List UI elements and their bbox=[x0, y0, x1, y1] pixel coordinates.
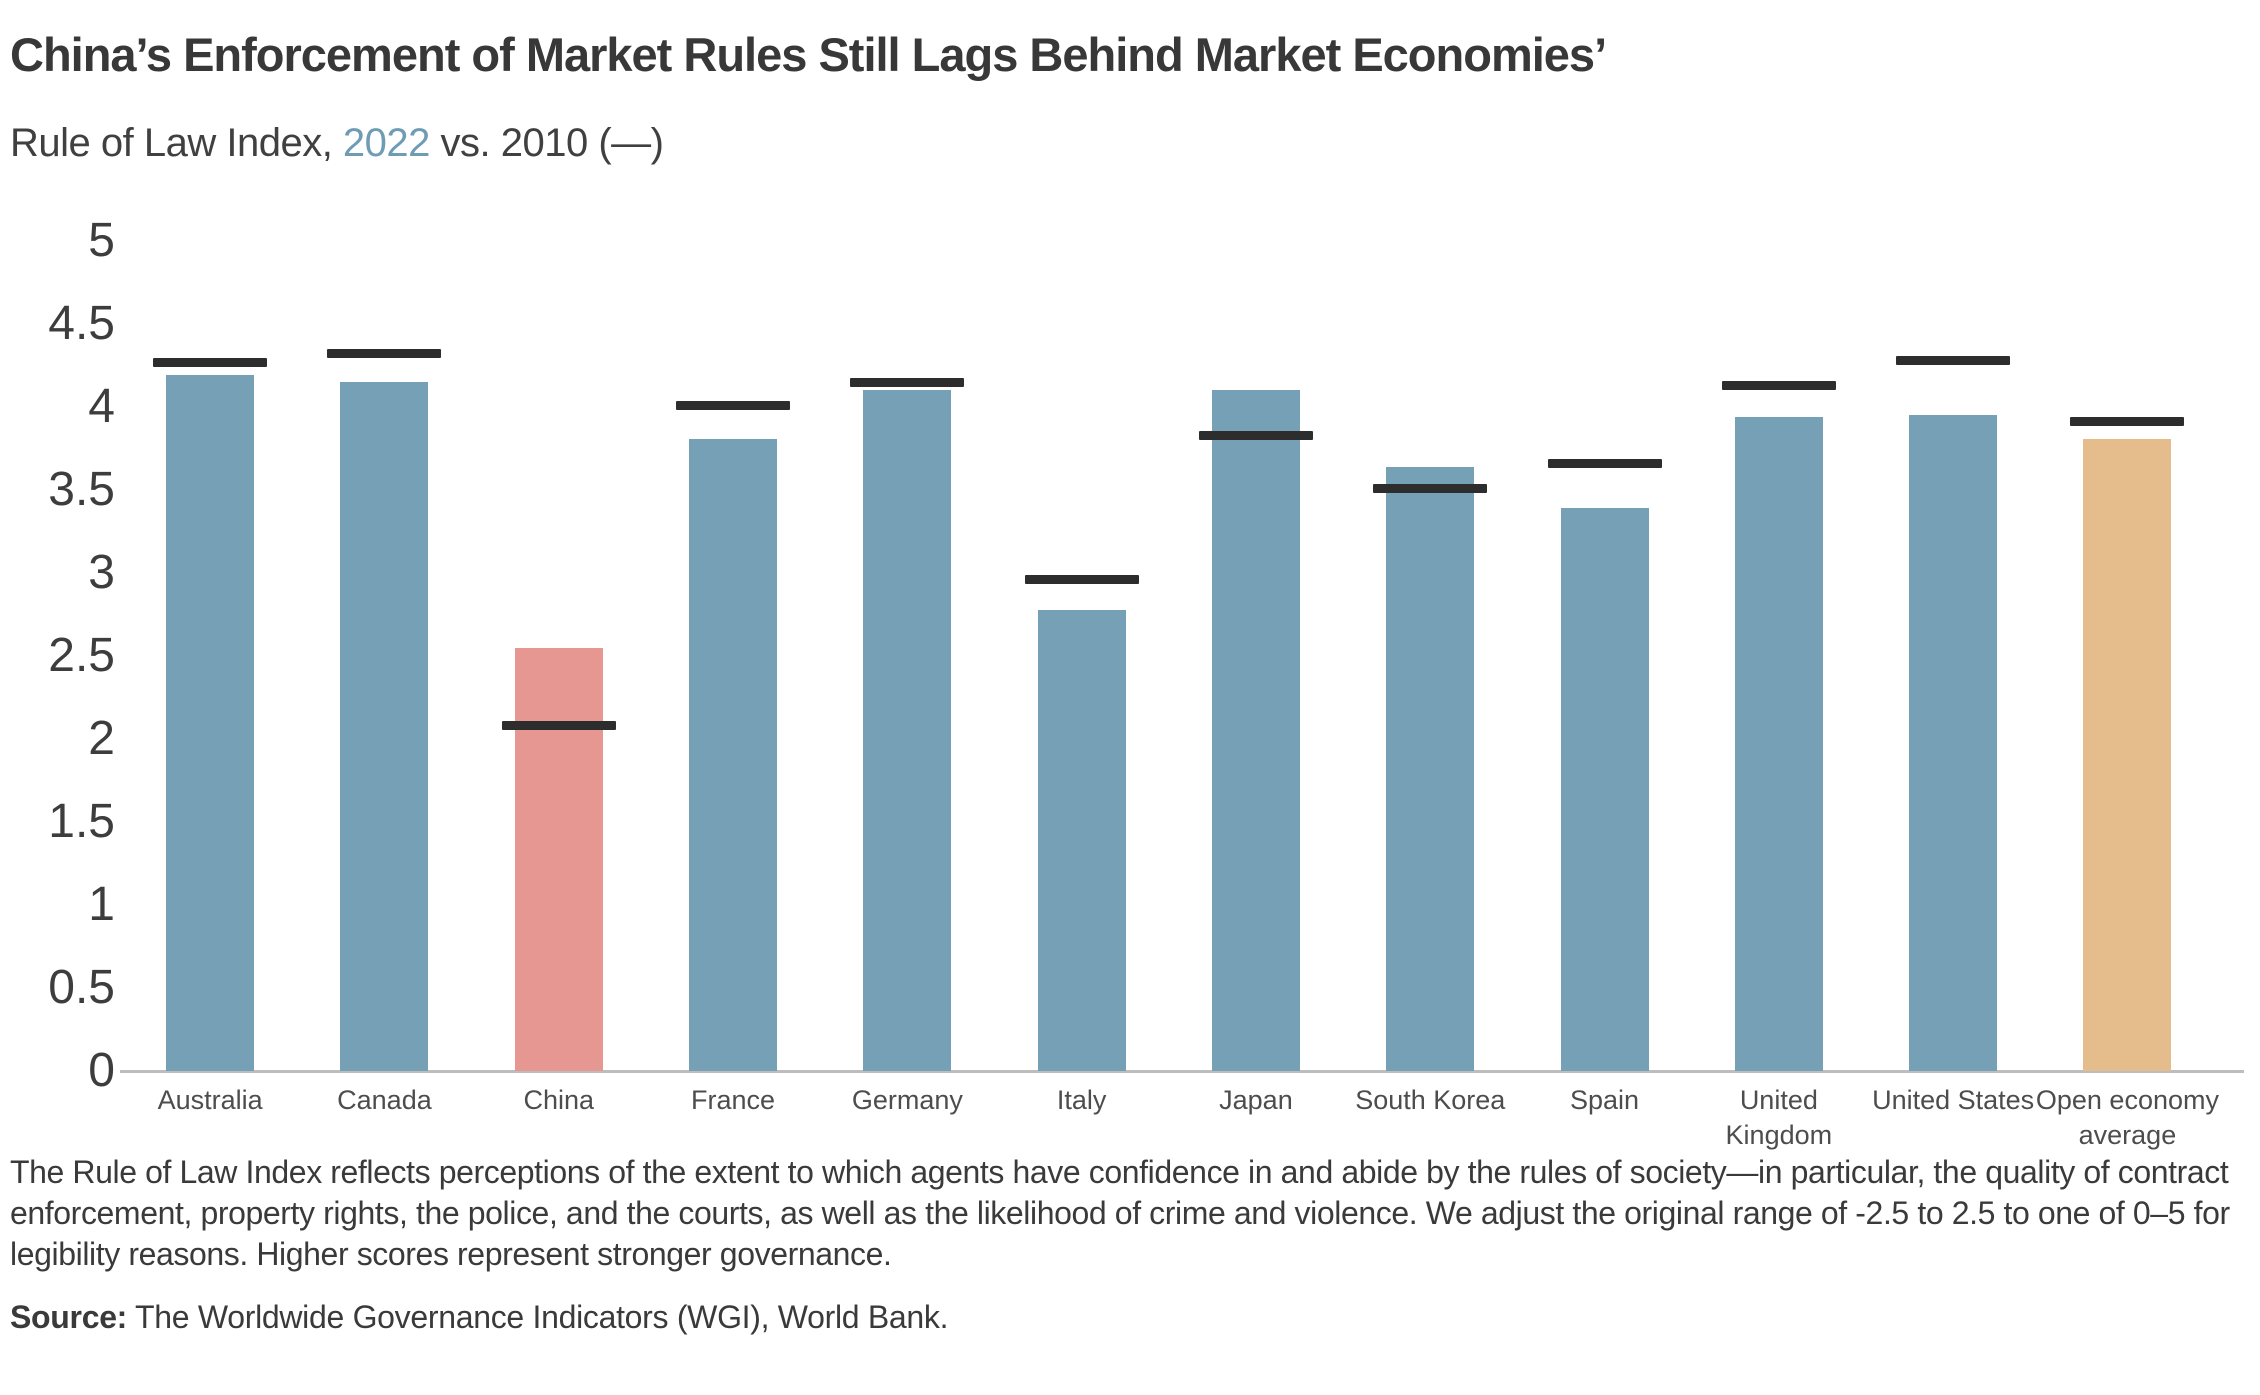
dash-2010-france bbox=[676, 400, 791, 410]
chart-plot: 5 4.5 4 3.5 3 2.5 2 1.5 1 0.5 0 Australia Canada Chin… bbox=[48, 214, 2244, 1150]
subtitle-prefix: Rule of Law Index, bbox=[10, 121, 343, 165]
bar-2022-south-korea bbox=[1386, 466, 1475, 1071]
chart-title: China’s Enforcement of Market Rules Stil… bbox=[10, 28, 1607, 81]
bar-2022-united-states bbox=[1909, 415, 1998, 1071]
y-axis-tick-label-2: 2 bbox=[88, 712, 115, 765]
x-axis-label-germany: Germany bbox=[851, 1085, 963, 1115]
bar-2022-japan bbox=[1211, 390, 1300, 1071]
y-axis-tick-label-0-5: 0.5 bbox=[48, 961, 115, 1014]
dash-2010-open-economy-average bbox=[2070, 417, 2185, 427]
y-axis-tick-label-0: 0 bbox=[88, 1044, 115, 1097]
source-label: Source: bbox=[10, 1299, 128, 1335]
dash-2010-spain bbox=[1547, 458, 1662, 468]
dash-2010-italy bbox=[1024, 575, 1139, 585]
footnote: The Rule of Law Index reflects perceptio… bbox=[10, 1154, 2230, 1272]
bar-2022-france bbox=[689, 438, 778, 1071]
bar-2022-united-kingdom bbox=[1734, 416, 1823, 1071]
subtitle-suffix: vs. 2010 (—) bbox=[429, 121, 664, 165]
x-axis-label-open-economy-average: Open economy average bbox=[2035, 1085, 2219, 1150]
x-axis-label-south-korea: South Korea bbox=[1355, 1085, 1506, 1115]
x-axis-label-united-kingdom: United Kingdom bbox=[1725, 1085, 1833, 1150]
bar-2022-canada bbox=[340, 382, 429, 1071]
bar-2022-spain bbox=[1560, 508, 1649, 1071]
dash-2010-japan bbox=[1198, 430, 1313, 440]
source-line: Source: The Worldwide Governance Indicat… bbox=[10, 1297, 2250, 1337]
x-axis-label-spain: Spain bbox=[1570, 1085, 1640, 1115]
bar-2022-italy bbox=[1037, 609, 1126, 1071]
y-axis-tick-label-4: 4 bbox=[88, 380, 115, 433]
bar-2022-australia bbox=[166, 375, 255, 1071]
source-text: The Worldwide Governance Indicators (WGI… bbox=[127, 1299, 949, 1335]
chart-subtitle: Rule of Law Index, 2022 vs. 2010 (—) bbox=[10, 118, 2250, 168]
x-axis-label-canada: Canada bbox=[337, 1085, 432, 1115]
subtitle-year-2022: 2022 bbox=[342, 121, 430, 165]
dash-2010-australia bbox=[153, 357, 268, 367]
y-axis-tick-label-3: 3 bbox=[88, 546, 115, 599]
x-axis-label-france: France bbox=[691, 1085, 776, 1115]
y-axis-tick-label-3-5: 3.5 bbox=[48, 463, 115, 516]
bar-2022-open-economy-average bbox=[2083, 438, 2172, 1071]
dash-2010-canada bbox=[327, 349, 442, 359]
y-axis-tick-label-1: 1 bbox=[88, 878, 115, 931]
x-axis-label-japan: Japan bbox=[1219, 1085, 1293, 1115]
dash-2010-china bbox=[501, 721, 616, 731]
x-axis-label-italy: Italy bbox=[1056, 1085, 1107, 1115]
dash-2010-south-korea bbox=[1373, 483, 1488, 493]
bar-2022-germany bbox=[863, 390, 952, 1071]
x-axis-line bbox=[120, 1070, 2244, 1073]
y-axis-tick-label-5: 5 bbox=[88, 214, 115, 267]
dash-2010-united-states bbox=[1896, 356, 2011, 366]
y-axis-tick-label-1-5: 1.5 bbox=[48, 795, 115, 848]
y-axis-tick-label-2-5: 2.5 bbox=[48, 629, 115, 682]
x-axis-label-china: China bbox=[523, 1085, 595, 1115]
x-axis-label-australia: Australia bbox=[157, 1085, 263, 1115]
bar-2022-china bbox=[514, 647, 603, 1071]
dash-2010-united-kingdom bbox=[1721, 380, 1836, 390]
x-axis-label-united-states: United States bbox=[1872, 1085, 2035, 1115]
dash-2010-germany bbox=[850, 377, 965, 387]
y-axis-tick-label-4-5: 4.5 bbox=[48, 297, 115, 350]
